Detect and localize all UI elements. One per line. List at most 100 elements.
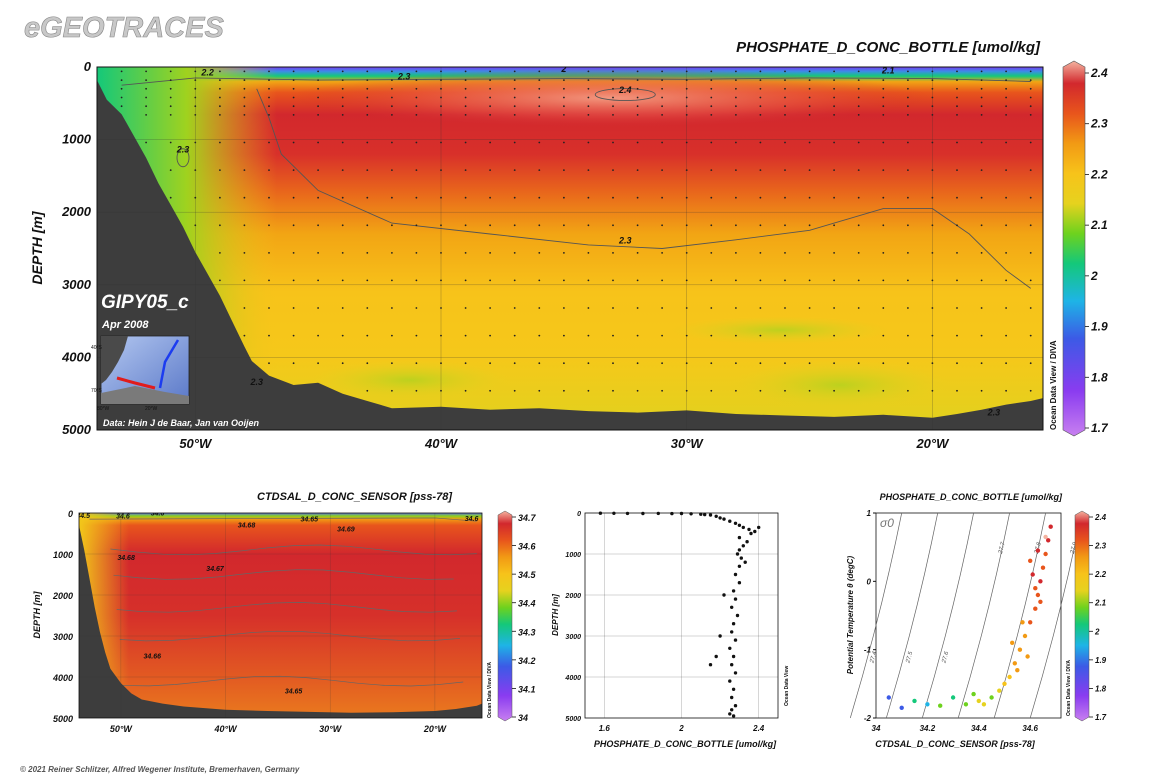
sample-dot [268, 96, 270, 99]
sample-dot [956, 279, 958, 282]
sample-dot [341, 252, 344, 254]
sample-dot [292, 279, 295, 282]
sample-dot [735, 114, 737, 116]
sample-dot [931, 96, 934, 99]
contour-label: 2.3 [249, 377, 263, 387]
sample-dot [145, 96, 148, 99]
salinity-field [79, 513, 482, 718]
inset-lon-label-east: 20°W [145, 406, 158, 412]
sample-dot [292, 114, 295, 116]
ts-point [1025, 654, 1030, 659]
sample-dot [268, 307, 270, 309]
sample-dot [1005, 389, 1007, 392]
sample-dot [1029, 279, 1032, 282]
sample-dot [513, 307, 516, 309]
inset-lat-label-south: 70°S [91, 388, 103, 394]
ts-point [1048, 524, 1053, 529]
sample-dot [907, 96, 909, 99]
copyright-text: © 2021 Reiner Schlitzer, Alfred Wegener … [20, 765, 300, 774]
sample-dot [120, 96, 123, 99]
top-plot-title: PHOSPHATE_D_CONC_BOTTLE [umol/kg] [736, 39, 1041, 56]
ts-x-tick: 34.2 [920, 724, 936, 733]
ts-point [1028, 620, 1033, 625]
colorbar-tick-label: 34.2 [518, 656, 536, 666]
sample-dot [882, 279, 885, 282]
colorbar-tick-label: 34.1 [518, 684, 536, 694]
sample-dot [243, 96, 246, 99]
sample-dot [907, 141, 909, 144]
sample-dot [489, 114, 491, 116]
sample-dot [833, 252, 835, 254]
sample-dot [219, 279, 221, 282]
sample-dot [882, 362, 885, 365]
sample-dot [808, 169, 811, 172]
sample-dot [710, 141, 713, 144]
sample-dot [391, 362, 393, 365]
profile-point [749, 531, 753, 536]
ts-plot-title: PHOSPHATE_D_CONC_BOTTLE [umol/kg] [880, 492, 1063, 502]
salinity-contour [122, 675, 464, 687]
ts-point [1038, 579, 1043, 584]
x-tick-label: 20°W [915, 436, 950, 451]
sample-dot [1005, 196, 1007, 199]
sample-dot [710, 70, 713, 73]
sample-dot [808, 141, 811, 144]
sample-dot [661, 70, 663, 73]
sample-dot [391, 169, 393, 172]
sample-dot [415, 334, 418, 337]
sample-dot [612, 307, 614, 309]
sample-dot [661, 141, 663, 144]
contour-label: 2.2 [200, 68, 214, 78]
sample-dot [219, 105, 221, 108]
ts-y-axis-label: Potential Temperature θ (degC) [846, 555, 855, 674]
inset-map-cruise-track [158, 339, 180, 389]
sample-dot [391, 224, 393, 227]
sample-dot [440, 96, 442, 99]
ts-point [1015, 668, 1020, 673]
sample-dot [292, 252, 295, 254]
sample-dot [169, 169, 172, 172]
top-colorbar-ramp [1062, 60, 1086, 437]
sample-dot [685, 87, 688, 90]
x-tick-label: 30°W [319, 724, 343, 734]
profile-point [747, 527, 751, 532]
data-credits: Data: Hein J de Baar, Jan van Ooijen [103, 418, 260, 428]
profile-point [731, 714, 736, 718]
colorbar-tick-label: 1.7 [1091, 421, 1109, 435]
contour-2.2 [121, 77, 1031, 86]
sample-dot [956, 141, 958, 144]
ts-colorbar-tick-label: 1.8 [1095, 684, 1107, 693]
sample-dot [882, 196, 885, 199]
sample-dot [833, 169, 835, 172]
sample-dot [440, 70, 442, 73]
ts-point [1030, 572, 1035, 577]
colorbar-tick-label: 34.7 [518, 513, 537, 523]
sample-dot [685, 362, 688, 365]
profile-point [598, 511, 603, 515]
sample-dot [341, 196, 344, 199]
profile-point [741, 525, 745, 530]
sample-dot [710, 334, 713, 337]
sample-dot [931, 389, 934, 392]
sample-dot [489, 389, 491, 392]
sample-dot [1005, 96, 1007, 99]
sample-dot [464, 196, 467, 199]
sample-dot [317, 196, 319, 199]
colorbar-tick-label: 34.6 [518, 542, 537, 552]
profile-point [733, 521, 738, 525]
sample-dot [612, 70, 614, 73]
sample-dot [169, 87, 172, 90]
sample-dot [907, 196, 909, 199]
sample-dot [1005, 105, 1007, 108]
sample-dot [317, 79, 319, 81]
profile-point [625, 511, 630, 516]
contour-label: 34.65 [301, 517, 319, 524]
sample-dot [956, 105, 958, 108]
profile-point [689, 512, 693, 516]
sample-dot [735, 224, 737, 227]
sample-dot [366, 389, 369, 392]
sample-dot [710, 224, 713, 227]
sample-dot [366, 252, 369, 254]
salinity-seafloor [79, 513, 482, 718]
